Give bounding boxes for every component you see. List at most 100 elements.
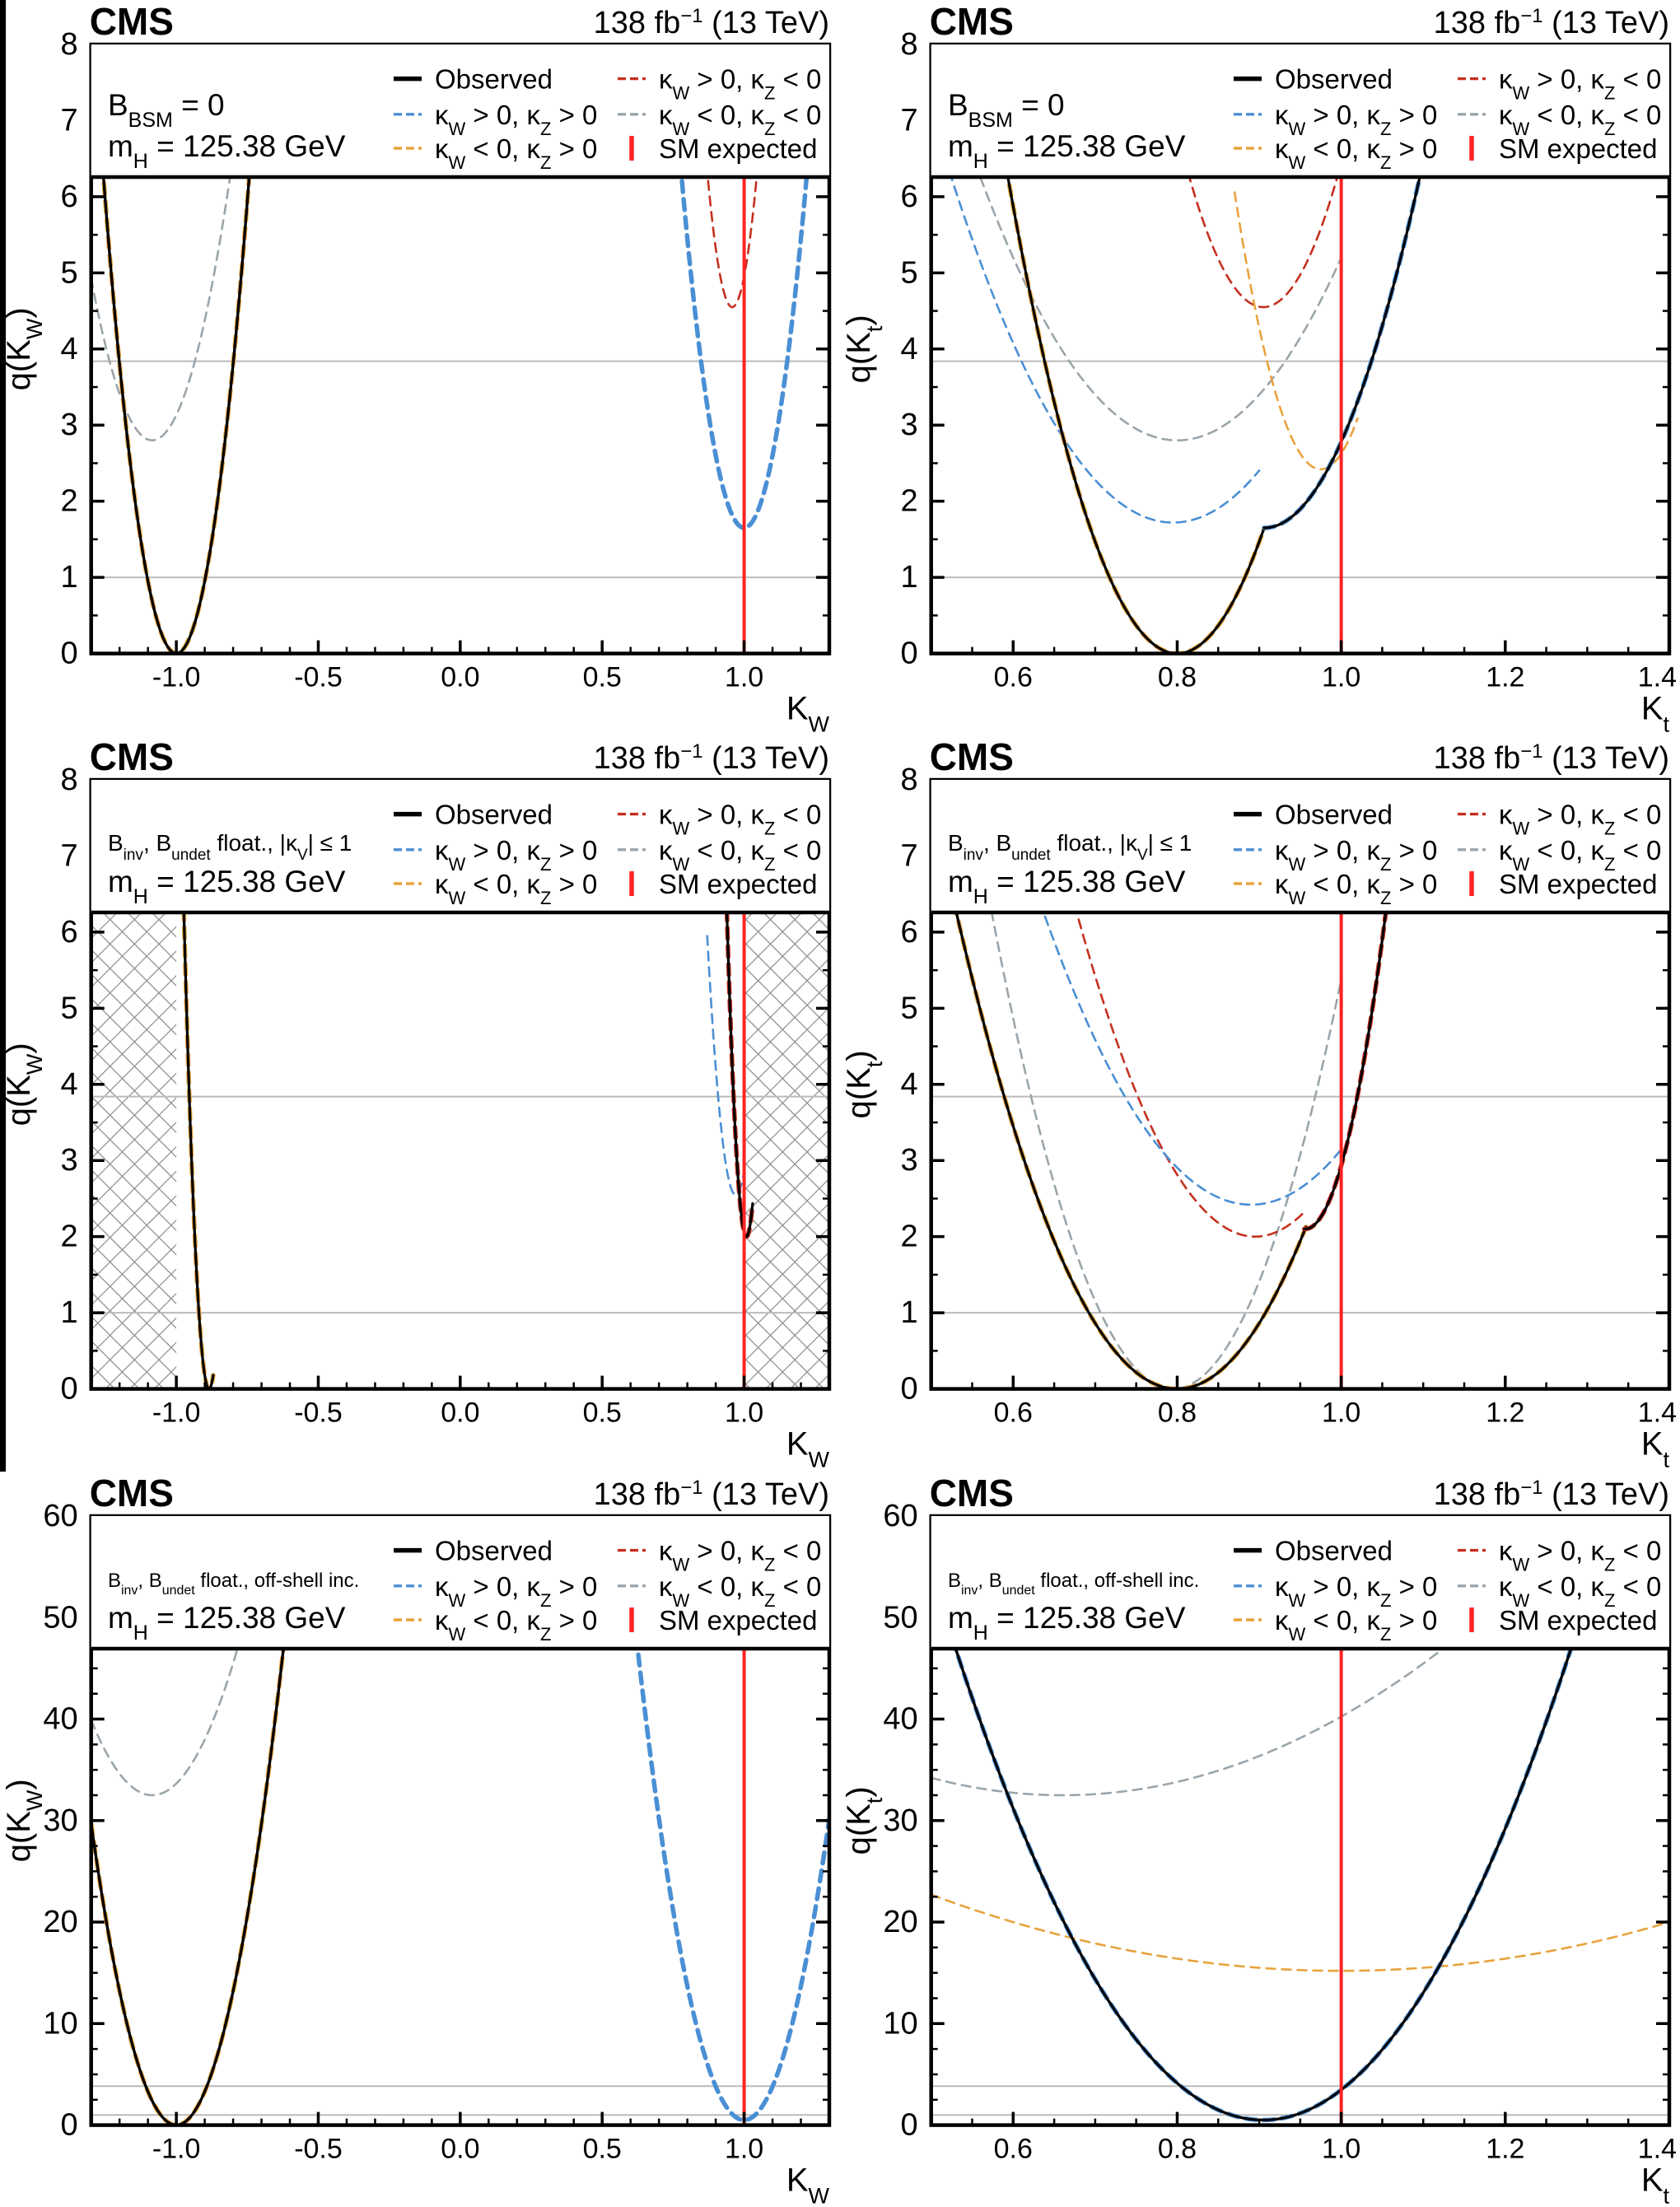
svg-text:SM expected: SM expected xyxy=(659,1605,818,1635)
svg-text:40: 40 xyxy=(883,1701,917,1736)
svg-text:CMS: CMS xyxy=(930,0,1014,43)
svg-text:q(Kt): q(Kt) xyxy=(841,1051,887,1119)
svg-text:3: 3 xyxy=(61,408,78,442)
svg-text:SM expected: SM expected xyxy=(659,869,818,899)
svg-text:Kt: Kt xyxy=(1641,1426,1670,1472)
svg-text:138 fb−1 (13 TeV): 138 fb−1 (13 TeV) xyxy=(1434,1476,1669,1512)
svg-text:40: 40 xyxy=(43,1701,77,1736)
svg-text:Observed: Observed xyxy=(1275,64,1393,95)
svg-text:0.8: 0.8 xyxy=(1158,662,1197,693)
svg-text:5: 5 xyxy=(901,255,918,290)
svg-text:1.0: 1.0 xyxy=(725,2133,763,2164)
svg-text:0: 0 xyxy=(901,637,918,671)
svg-text:Observed: Observed xyxy=(435,800,553,830)
svg-text:2: 2 xyxy=(61,484,78,519)
svg-text:138 fb−1 (13 TeV): 138 fb−1 (13 TeV) xyxy=(594,4,829,40)
svg-text:0.6: 0.6 xyxy=(994,1397,1033,1429)
svg-text:SM expected: SM expected xyxy=(659,133,818,164)
svg-text:1.4: 1.4 xyxy=(1638,662,1677,693)
svg-text:CMS: CMS xyxy=(930,1472,1014,1514)
svg-text:1.0: 1.0 xyxy=(725,662,763,693)
svg-text:SM expected: SM expected xyxy=(1499,1605,1658,1635)
svg-text:CMS: CMS xyxy=(90,735,174,778)
svg-text:CMS: CMS xyxy=(90,1472,174,1514)
svg-text:-0.5: -0.5 xyxy=(294,662,343,693)
svg-text:0.5: 0.5 xyxy=(583,2133,622,2164)
svg-text:Observed: Observed xyxy=(435,64,553,95)
svg-text:2: 2 xyxy=(61,1220,78,1254)
svg-text:q(Kt): q(Kt) xyxy=(841,315,887,383)
svg-text:7: 7 xyxy=(61,103,78,138)
svg-text:60: 60 xyxy=(43,1499,77,1533)
svg-text:7: 7 xyxy=(61,839,78,874)
svg-text:0.0: 0.0 xyxy=(441,2133,479,2164)
svg-text:0.5: 0.5 xyxy=(583,1397,622,1429)
svg-text:0.8: 0.8 xyxy=(1158,2133,1197,2164)
svg-text:138 fb−1 (13 TeV): 138 fb−1 (13 TeV) xyxy=(594,740,829,777)
svg-text:4: 4 xyxy=(61,332,78,366)
svg-text:138 fb−1 (13 TeV): 138 fb−1 (13 TeV) xyxy=(1434,740,1669,777)
svg-text:5: 5 xyxy=(61,255,78,290)
svg-text:q(KW): q(KW) xyxy=(1,1043,47,1127)
svg-text:8: 8 xyxy=(901,27,918,62)
svg-text:1: 1 xyxy=(61,560,78,595)
svg-text:-1.0: -1.0 xyxy=(152,662,201,693)
svg-text:10: 10 xyxy=(883,2006,917,2041)
svg-text:0: 0 xyxy=(61,1372,78,1407)
svg-text:3: 3 xyxy=(61,1144,78,1178)
svg-text:-1.0: -1.0 xyxy=(152,2133,201,2164)
svg-text:1.2: 1.2 xyxy=(1486,662,1524,693)
svg-text:KW: KW xyxy=(786,691,830,736)
svg-text:1.0: 1.0 xyxy=(1322,2133,1360,2164)
svg-text:3: 3 xyxy=(901,1144,918,1178)
svg-text:Observed: Observed xyxy=(435,1535,553,1565)
svg-text:138 fb−1 (13 TeV): 138 fb−1 (13 TeV) xyxy=(594,1476,829,1512)
svg-text:0: 0 xyxy=(61,2107,78,2142)
svg-text:1: 1 xyxy=(901,560,918,595)
svg-text:8: 8 xyxy=(61,763,78,797)
svg-text:SM expected: SM expected xyxy=(1499,133,1658,164)
svg-text:7: 7 xyxy=(901,103,918,138)
svg-text:Kt: Kt xyxy=(1641,691,1670,736)
svg-text:138 fb−1 (13 TeV): 138 fb−1 (13 TeV) xyxy=(1434,4,1669,40)
svg-text:q(Kt): q(Kt) xyxy=(841,1786,887,1855)
svg-text:0: 0 xyxy=(61,637,78,671)
svg-text:1: 1 xyxy=(61,1295,78,1330)
svg-text:1.4: 1.4 xyxy=(1638,1397,1677,1429)
svg-text:1.0: 1.0 xyxy=(1322,662,1360,693)
svg-text:0: 0 xyxy=(901,1372,918,1407)
svg-text:-0.5: -0.5 xyxy=(294,1397,343,1429)
svg-text:5: 5 xyxy=(61,992,78,1026)
svg-text:KW: KW xyxy=(786,1426,830,1472)
svg-text:0.5: 0.5 xyxy=(583,662,622,693)
svg-text:0.6: 0.6 xyxy=(994,2133,1033,2164)
svg-text:CMS: CMS xyxy=(90,0,174,43)
svg-text:5: 5 xyxy=(901,992,918,1026)
svg-text:SM expected: SM expected xyxy=(1499,869,1658,899)
svg-text:20: 20 xyxy=(883,1905,917,1939)
svg-text:4: 4 xyxy=(901,1067,918,1102)
svg-text:6: 6 xyxy=(901,915,918,950)
svg-text:1.0: 1.0 xyxy=(1322,1397,1360,1429)
svg-text:Observed: Observed xyxy=(1275,1535,1393,1565)
svg-text:1.2: 1.2 xyxy=(1486,1397,1524,1429)
svg-text:30: 30 xyxy=(43,1803,77,1837)
svg-text:3: 3 xyxy=(901,408,918,442)
svg-text:50: 50 xyxy=(43,1600,77,1635)
svg-text:0.0: 0.0 xyxy=(441,662,479,693)
svg-text:0.6: 0.6 xyxy=(994,662,1033,693)
svg-text:6: 6 xyxy=(901,180,918,214)
svg-text:6: 6 xyxy=(61,180,78,214)
svg-text:30: 30 xyxy=(883,1803,917,1837)
svg-text:20: 20 xyxy=(43,1905,77,1939)
svg-text:1.0: 1.0 xyxy=(725,1397,763,1429)
svg-text:1: 1 xyxy=(901,1295,918,1330)
svg-text:Observed: Observed xyxy=(1275,800,1393,830)
svg-text:q(KW): q(KW) xyxy=(1,307,47,390)
svg-text:50: 50 xyxy=(883,1600,917,1635)
svg-text:4: 4 xyxy=(61,1067,78,1102)
svg-text:KW: KW xyxy=(786,2162,830,2207)
svg-text:60: 60 xyxy=(883,1499,917,1533)
svg-text:CMS: CMS xyxy=(930,735,1014,778)
svg-text:q(KW): q(KW) xyxy=(1,1779,47,1862)
